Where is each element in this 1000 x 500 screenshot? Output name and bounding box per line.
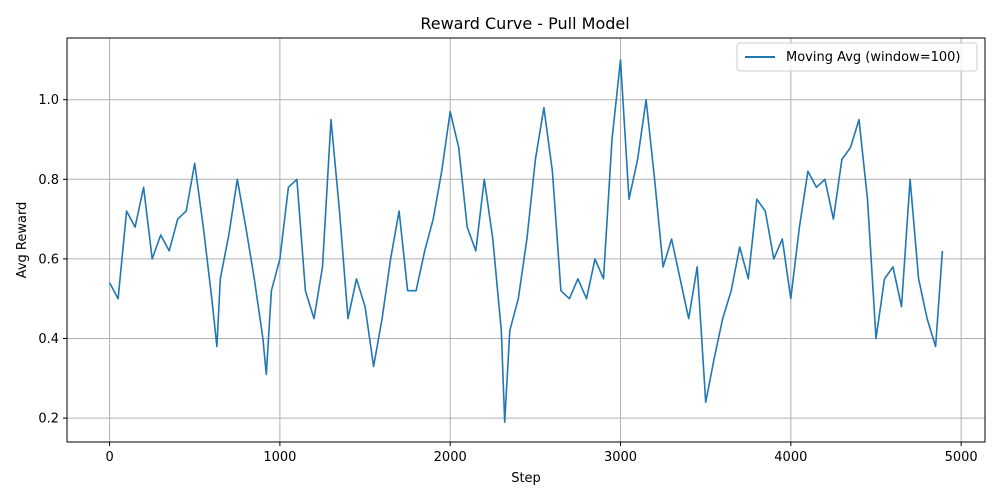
x-tick-label: 5000 xyxy=(945,450,978,465)
y-tick-label: 1.0 xyxy=(38,93,59,108)
legend-box xyxy=(736,42,978,72)
y-tick-label: 0.4 xyxy=(38,332,59,347)
y-axis-label: Avg Reward xyxy=(15,202,30,279)
y-tick-label: 0.6 xyxy=(38,252,59,267)
x-tick-label: 3000 xyxy=(604,450,637,465)
chart-title: Reward Curve - Pull Model xyxy=(420,14,629,33)
x-tick-label: 0 xyxy=(105,450,113,465)
legend-label: Moving Avg (window=100) xyxy=(786,50,960,65)
series-layer xyxy=(108,59,944,423)
y-axis-ticks: 0.2 0.4 0.6 0.8 1.0 xyxy=(38,93,67,427)
x-tick-label: 1000 xyxy=(263,450,296,465)
x-tick-label: 2000 xyxy=(434,450,467,465)
legend: Moving Avg (window=100) xyxy=(736,42,978,72)
grid-layer xyxy=(67,38,985,442)
x-tick-label: 4000 xyxy=(774,450,807,465)
y-tick-label: 0.2 xyxy=(38,412,59,427)
series-line-moving-avg xyxy=(108,59,944,423)
plot-area xyxy=(66,37,986,443)
x-axis-label: Step xyxy=(511,471,541,486)
plot-frame xyxy=(66,37,986,443)
y-tick-label: 0.8 xyxy=(38,173,59,188)
x-axis-ticks: 0 1000 2000 3000 4000 5000 xyxy=(105,442,978,465)
